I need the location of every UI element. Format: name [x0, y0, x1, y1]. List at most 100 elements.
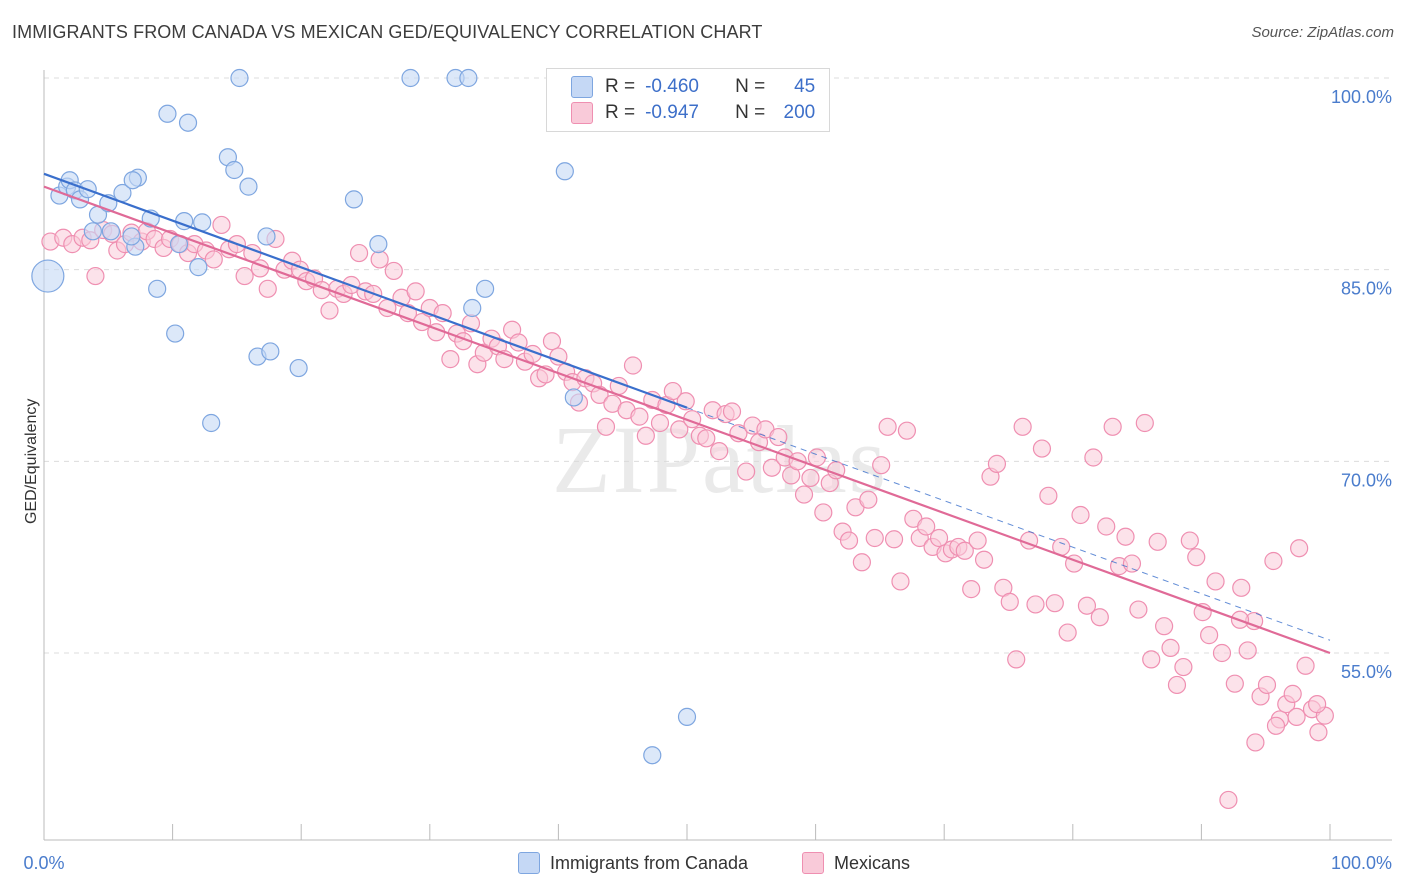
point-mexicans-169	[1206, 572, 1225, 591]
x-tick-label-0: 0.0%	[23, 853, 64, 873]
point-mexicans-133	[974, 550, 994, 569]
legend-item-canada: Immigrants from Canada	[518, 852, 748, 874]
point-mexicans-155	[1116, 527, 1135, 546]
point-mexicans-90	[697, 429, 716, 448]
point-mexicans-21	[212, 215, 231, 235]
point-canada-15	[123, 171, 142, 190]
stats-n-label-canada: N =	[735, 76, 766, 97]
point-mexicans-107	[807, 448, 826, 467]
point-mexicans-170	[1212, 643, 1232, 663]
trend-canada-extension	[686, 407, 1331, 641]
point-mexicans-189	[1308, 695, 1327, 714]
point-mexicans-52	[441, 350, 460, 369]
stats-n-label-mexicans: N =	[735, 102, 766, 123]
point-mexicans-121	[897, 421, 917, 440]
point-mexicans-119	[884, 530, 904, 549]
point-mexicans-157	[1129, 600, 1148, 619]
stats-n-value-mexicans: 200	[783, 102, 816, 123]
point-mexicans-149	[1077, 596, 1097, 615]
point-canada-10	[101, 222, 120, 241]
point-mexicans-181	[1283, 684, 1302, 703]
point-mexicans-39	[349, 243, 369, 263]
point-mexicans-47	[406, 282, 425, 301]
stats-row-mexicans: R = -0.947 N = 200	[571, 100, 815, 126]
stats-r-value-mexicans: -0.947	[645, 102, 699, 123]
point-canada-42	[564, 388, 583, 407]
point-mexicans-185	[1309, 723, 1328, 742]
point-canada-25	[202, 413, 221, 433]
point-mexicans-171	[1219, 790, 1238, 810]
stats-r-label-mexicans: R =	[605, 102, 636, 123]
legend-label-mexicans: Mexicans	[834, 852, 911, 873]
point-mexicans-101	[769, 427, 788, 447]
point-canada-27	[225, 160, 244, 180]
point-canada-39	[463, 298, 482, 318]
point-mexicans-143	[1039, 486, 1058, 505]
point-mexicans-168	[1200, 626, 1219, 645]
y-tick-label-1: 70.0%	[1341, 470, 1392, 490]
point-mexicans-80	[630, 407, 649, 426]
point-mexicans-117	[872, 456, 891, 475]
point-mexicans-139	[1013, 417, 1032, 436]
point-mexicans-115	[859, 490, 878, 509]
point-canada-29	[239, 177, 258, 196]
point-mexicans-92	[710, 442, 729, 461]
trend-canada	[43, 172, 688, 409]
trend-mexicans	[43, 185, 1331, 655]
point-mexicans-27	[258, 279, 277, 298]
legend-swatch-mexicans	[802, 852, 824, 874]
stats-r-label-canada: R =	[605, 76, 636, 97]
point-canada-17	[148, 279, 167, 298]
y-tick-label-3: 100.0%	[1331, 87, 1392, 107]
point-mexicans-141	[1026, 595, 1045, 614]
stats-swatch-canada	[571, 76, 593, 98]
point-mexicans-187	[1266, 716, 1286, 735]
point-mexicans-118	[878, 417, 897, 436]
point-mexicans-86	[670, 420, 689, 439]
point-mexicans-135	[987, 454, 1007, 473]
point-mexicans-144	[1045, 594, 1064, 613]
point-mexicans-131	[962, 580, 981, 599]
point-mexicans-112	[839, 531, 859, 550]
point-mexicans-35	[320, 301, 339, 320]
legend-label-canada: Immigrants from Canada	[550, 852, 749, 873]
point-mexicans-126	[929, 528, 949, 548]
point-mexicans-151	[1090, 608, 1109, 627]
axes	[43, 70, 1392, 841]
source-label: Source: ZipAtlas.com	[1251, 24, 1394, 41]
stats-row-canada: R = -0.460 N = 45	[571, 74, 815, 100]
point-mexicans-161	[1155, 617, 1174, 636]
point-canada-31	[257, 227, 276, 246]
point-mexicans-137	[1000, 592, 1019, 611]
point-mexicans-173	[1232, 578, 1251, 597]
point-mexicans-124	[917, 517, 936, 536]
point-mexicans-24	[235, 266, 254, 286]
point-mexicans-138	[1007, 650, 1026, 669]
point-mexicans-68	[549, 347, 568, 366]
point-canada-20	[166, 324, 185, 343]
grid-lines	[44, 77, 1392, 654]
point-canada-41	[555, 162, 574, 181]
point-canada-44	[677, 707, 697, 726]
point-canada-43	[643, 746, 662, 765]
point-mexicans-188	[1287, 707, 1306, 726]
point-mexicans-130	[955, 541, 974, 560]
point-mexicans-172	[1225, 674, 1244, 693]
point-mexicans-146	[1058, 623, 1077, 642]
trend-lines	[43, 172, 1331, 655]
point-mexicans-183	[1296, 656, 1315, 675]
stats-r-value-canada: -0.460	[645, 76, 699, 97]
point-mexicans-132	[968, 531, 987, 550]
point-canada-33	[289, 358, 308, 378]
chart-title: IMMIGRANTS FROM CANADA VS MEXICAN GED/EQ…	[12, 22, 763, 42]
point-mexicans-106	[801, 468, 820, 488]
stats-swatch-mexicans	[571, 102, 593, 124]
point-mexicans-159	[1142, 650, 1161, 669]
point-canada-34	[344, 190, 364, 209]
point-canada-32	[261, 342, 280, 361]
point-mexicans-178	[1264, 551, 1283, 571]
point-mexicans-165	[1180, 531, 1199, 550]
point-mexicans-148	[1071, 505, 1090, 525]
x-tick-label-1: 100.0%	[1331, 853, 1392, 873]
point-mexicans-81	[636, 426, 655, 445]
